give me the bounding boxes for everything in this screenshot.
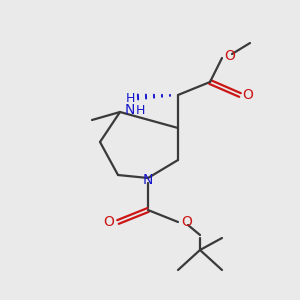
Text: N: N [143, 173, 153, 187]
Text: O: O [103, 215, 114, 229]
Text: O: O [243, 88, 254, 102]
Text: O: O [182, 215, 192, 229]
Text: H: H [135, 103, 145, 116]
Text: N: N [125, 103, 135, 117]
Text: O: O [225, 49, 236, 63]
Text: H: H [125, 92, 135, 106]
